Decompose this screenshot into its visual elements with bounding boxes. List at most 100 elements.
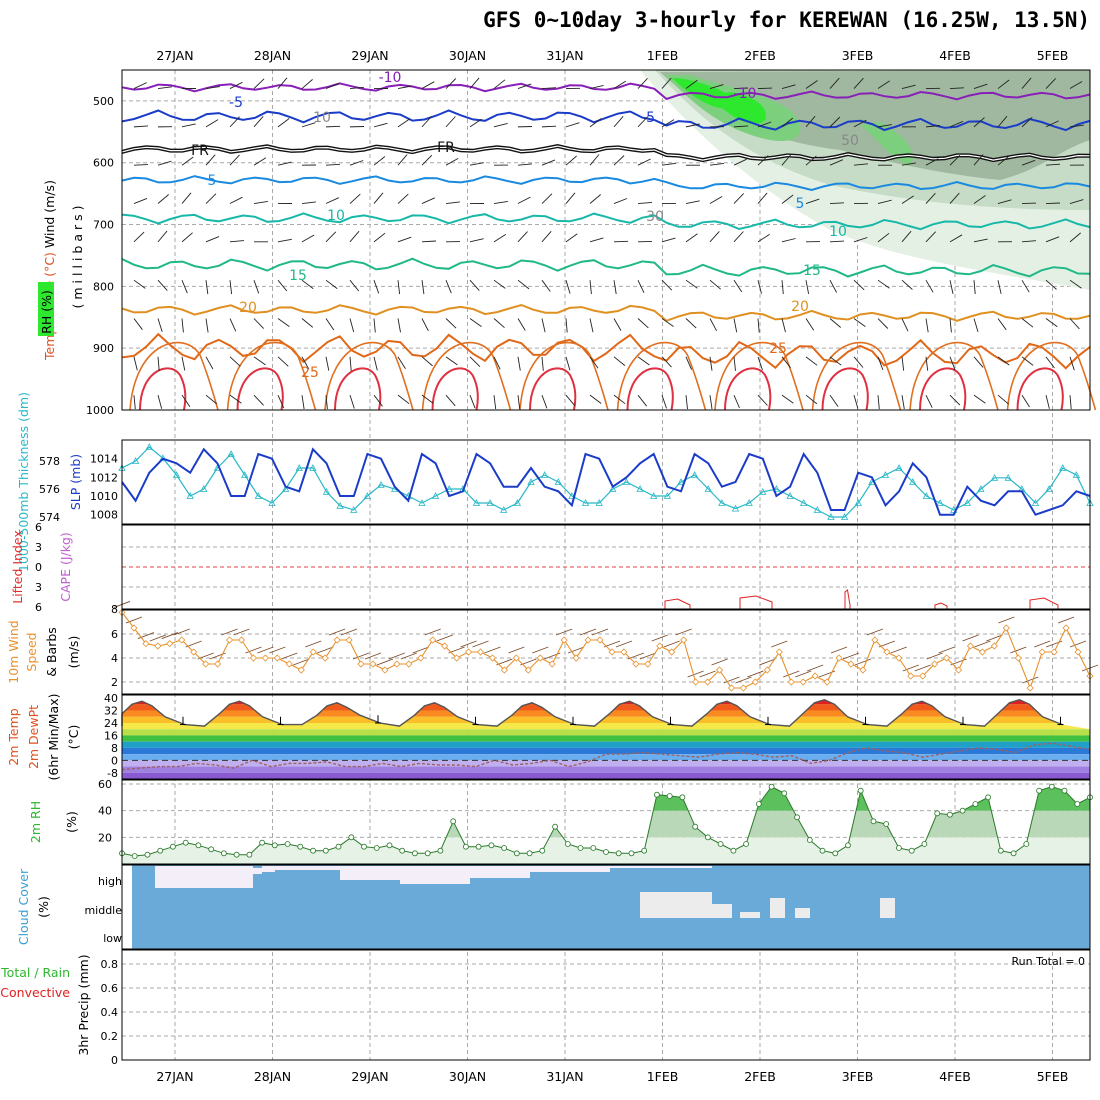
- isotherm-30: [334, 367, 382, 411]
- wind-barb: [902, 664, 919, 672]
- wind-speed-point: [524, 666, 532, 674]
- wind-barb: [277, 356, 289, 367]
- wind-barb: [733, 279, 743, 293]
- wind-barb: [805, 356, 818, 366]
- wind-barb: [853, 119, 867, 128]
- wind-barb: [1069, 232, 1081, 243]
- cloud-panel: [132, 865, 1090, 949]
- middle-cloud-gap: [770, 898, 785, 918]
- wind-barb: [349, 160, 364, 166]
- wind-barb: [973, 280, 976, 295]
- wind-barb: [397, 356, 406, 369]
- wind-barb: [133, 279, 146, 289]
- li-tick: 6: [35, 521, 42, 534]
- date-label-top: 30JAN: [449, 48, 486, 63]
- date-label-bottom: 28JAN: [254, 1069, 291, 1084]
- wind-speed-point: [596, 636, 604, 644]
- thickness-point: [431, 492, 440, 499]
- wind-barb: [445, 158, 459, 166]
- wind-barb: [157, 160, 172, 166]
- li-tick: 3: [35, 581, 42, 594]
- cloud-tick: high: [98, 875, 122, 888]
- wind-barb: [842, 652, 860, 660]
- wind-barb: [397, 118, 410, 128]
- wind-barb: [663, 640, 680, 648]
- wind-barb: [914, 664, 931, 672]
- rh-point: [666, 793, 673, 799]
- wind-barb: [949, 394, 961, 406]
- pressure-tick: 1000: [86, 404, 114, 417]
- contour-label: 25: [769, 341, 787, 357]
- middle-cloud-gap: [795, 908, 810, 918]
- upper-air-panel: -10 -5 FR 5 10 15 20 25 -10 -5 FR 5 10 15 20 25 10 30 50: [121, 70, 1097, 411]
- cape-tick: 8: [111, 603, 118, 616]
- wind-barb: [591, 628, 609, 636]
- rh-point: [399, 847, 406, 854]
- slp-tick: 1012: [90, 471, 118, 484]
- wind-barb: [997, 356, 1010, 366]
- temp-axis-label: 2m Temp: [6, 708, 21, 765]
- wind-barb: [613, 318, 622, 331]
- wind-barb: [517, 83, 532, 89]
- isotherm-line: [121, 145, 1091, 161]
- wind-barb: [639, 652, 656, 660]
- high-cloud-gap: [155, 866, 253, 888]
- wind-barb: [579, 628, 597, 636]
- wind-barb: [493, 234, 507, 243]
- wind-barb: [157, 356, 160, 371]
- wind-barb: [221, 628, 238, 636]
- wind-barb: [783, 670, 800, 678]
- wind-barb: [484, 646, 501, 654]
- wind-speed-point: [919, 672, 927, 680]
- date-label-bottom: 2FEB: [744, 1069, 776, 1084]
- wind-speed-point: [775, 648, 783, 656]
- wind-barb: [735, 676, 752, 684]
- wind-barb: [181, 232, 193, 243]
- isotherm-line: [121, 212, 1091, 231]
- rh-point: [654, 791, 660, 798]
- wind-barb: [1021, 356, 1034, 366]
- date-label-top: 5FEB: [1037, 48, 1069, 63]
- wind-speed-point: [548, 660, 556, 668]
- wind-barb: [541, 125, 557, 128]
- rh-point: [705, 834, 711, 841]
- wind-barb: [805, 115, 816, 128]
- thickness-point: [1072, 471, 1081, 478]
- wind-barb: [1069, 199, 1084, 204]
- wind-barb: [997, 199, 1012, 204]
- wind-speed-point: [512, 654, 520, 662]
- wind-barb: [229, 81, 243, 89]
- wind-barb: [445, 78, 457, 89]
- thickness-point: [363, 492, 372, 499]
- wind-barb: [181, 394, 191, 407]
- wind-barb: [997, 115, 1008, 128]
- wind-barb: [973, 356, 984, 368]
- rh-point: [857, 787, 864, 794]
- upper-frame: [121, 69, 1091, 411]
- wind-barb: [460, 640, 477, 648]
- isotherm-25: [616, 341, 707, 411]
- rh-point: [233, 851, 240, 858]
- rh-point: [271, 842, 278, 849]
- thickness-point: [500, 506, 508, 513]
- wind-barb: [205, 318, 209, 333]
- isotherm-30: [1016, 367, 1064, 411]
- rh-point: [208, 846, 215, 853]
- rh-point: [475, 843, 482, 850]
- wind-barb: [973, 154, 984, 166]
- wind-barb: [949, 280, 954, 294]
- wind-speed-point: [704, 678, 712, 686]
- wind-barb: [829, 356, 842, 366]
- wind-barb: [661, 162, 676, 166]
- thickness-tick: 576: [39, 483, 60, 496]
- contour-label: 10: [313, 110, 331, 126]
- wind-barb: [1010, 646, 1027, 654]
- wind-barb: [133, 197, 148, 204]
- wind-speed-point: [261, 654, 269, 662]
- wind-barb: [436, 634, 453, 642]
- wind-barb: [853, 77, 864, 89]
- wind-barb: [349, 193, 361, 204]
- date-label-bottom: 1FEB: [647, 1069, 679, 1084]
- wind-barb: [925, 158, 939, 166]
- wind-barb: [781, 356, 791, 369]
